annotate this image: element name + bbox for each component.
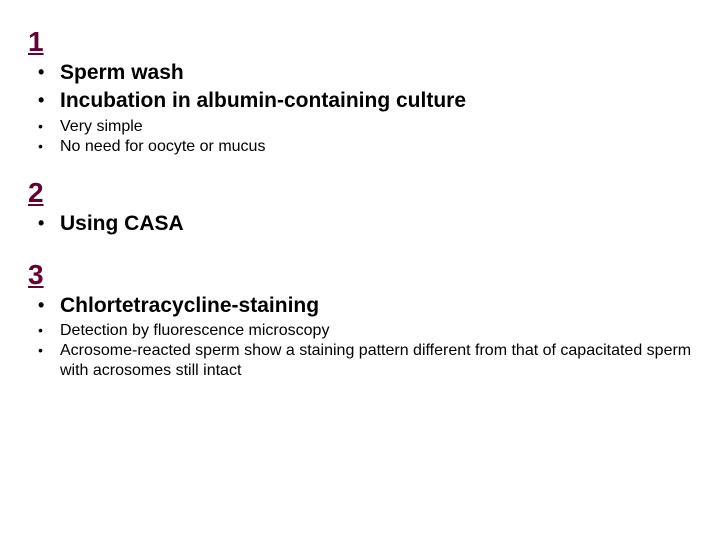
list-item: • No need for oocyte or mucus: [36, 137, 692, 157]
bullet-text: No need for oocyte or mucus: [60, 137, 692, 157]
list-item: • Detection by fluorescence microscopy: [36, 321, 692, 341]
bullet-icon: •: [36, 211, 60, 235]
bullet-icon: •: [36, 137, 60, 155]
bullet-icon: •: [36, 88, 60, 112]
bullet-text: Chlortetracycline-staining: [60, 293, 692, 319]
list-item: • Very simple: [36, 117, 692, 137]
bullet-text: Sperm wash: [60, 60, 692, 86]
bullet-icon: •: [36, 341, 60, 359]
bullet-icon: •: [36, 293, 60, 317]
spacer: [28, 239, 692, 257]
bullet-list-3: • Chlortetracycline-staining • Detection…: [28, 293, 692, 381]
bullet-text: Detection by fluorescence microscopy: [60, 321, 692, 341]
bullet-text: Incubation in albumin-containing culture: [60, 88, 692, 114]
section-heading-3: 3: [28, 259, 692, 291]
bullet-icon: •: [36, 321, 60, 339]
list-item: • Sperm wash: [36, 60, 692, 86]
list-item: • Acrosome-reacted sperm show a staining…: [36, 341, 692, 381]
bullet-text: Very simple: [60, 117, 692, 137]
section-heading-2: 2: [28, 177, 692, 209]
bullet-list-2: • Using CASA: [28, 211, 692, 237]
bullet-text: Using CASA: [60, 211, 692, 237]
spacer: [28, 157, 692, 175]
bullet-list-1: • Sperm wash • Incubation in albumin-con…: [28, 60, 692, 157]
list-item: • Chlortetracycline-staining: [36, 293, 692, 319]
list-item: • Using CASA: [36, 211, 692, 237]
bullet-text: Acrosome-reacted sperm show a staining p…: [60, 341, 692, 381]
list-item: • Incubation in albumin-containing cultu…: [36, 88, 692, 114]
bullet-icon: •: [36, 60, 60, 84]
bullet-icon: •: [36, 117, 60, 135]
section-heading-1: 1: [28, 26, 692, 58]
